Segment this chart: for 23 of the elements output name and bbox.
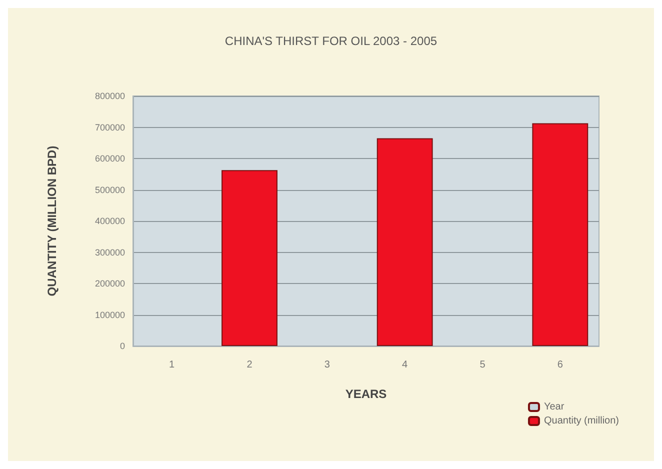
y-tick-label: 0 [120,341,125,351]
y-tick-label: 400000 [94,216,125,226]
x-tick-label: 2 [246,360,253,370]
chart-title: CHINA'S THIRST FOR OIL 2003 - 2005 [224,34,438,48]
x-tick-label: 6 [557,360,564,370]
bar [222,170,278,346]
x-axis-title: YEARS [345,387,387,401]
legend-label: Year [544,402,565,412]
y-tick-label: 600000 [94,154,125,164]
x-tick-label: 4 [402,360,408,370]
x-tick-label: 5 [480,360,486,370]
y-tick-label: 100000 [94,310,125,320]
bar [532,123,588,346]
bar [376,138,433,346]
y-tick-label: 700000 [94,122,125,132]
x-tick-label: 3 [324,360,330,370]
y-tick-label: 300000 [94,247,125,258]
x-tick-label: 1 [169,360,176,370]
y-axis-title: QUANTITY (MILLION BPD) [45,146,59,296]
y-tick-label: 200000 [94,278,125,288]
y-tick-label: 500000 [94,184,125,195]
legend-label: Quantity (million) [544,416,620,426]
y-tick-label: 800000 [94,91,125,101]
